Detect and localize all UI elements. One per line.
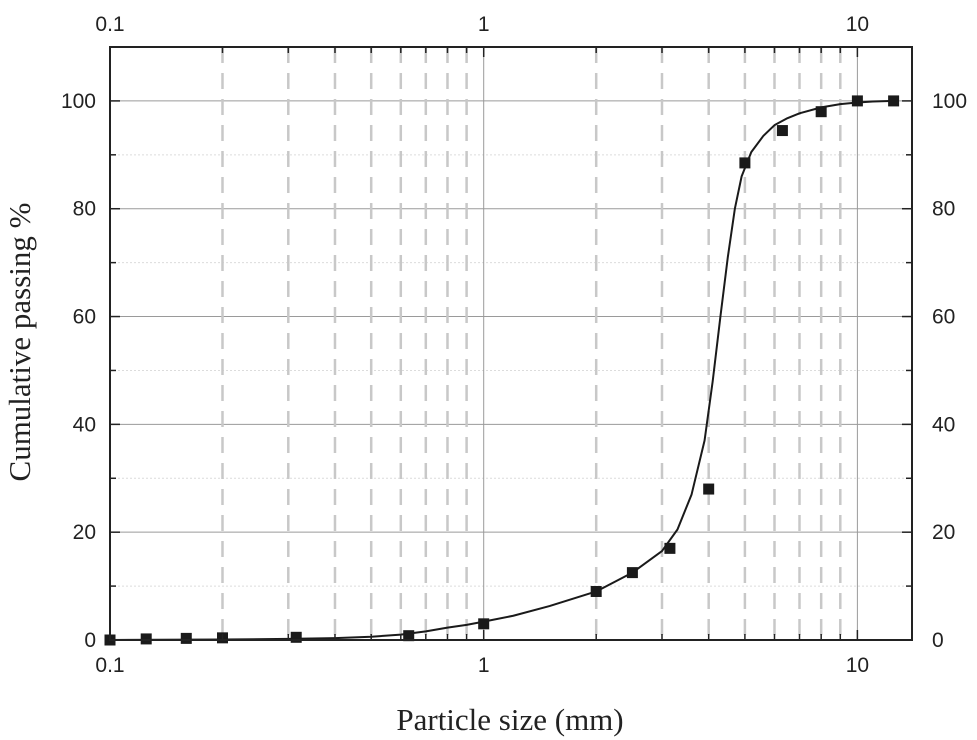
data-point-marker — [478, 618, 490, 630]
data-point-marker — [851, 95, 863, 107]
x-tick-label-top: 0.1 — [95, 13, 124, 36]
y-tick-label-right: 60 — [932, 306, 955, 329]
y-tick-label-right: 0 — [932, 629, 944, 652]
data-point-marker — [290, 631, 302, 643]
plot-frame — [109, 46, 913, 641]
y-axis-title: Cumulative passing % — [2, 203, 37, 482]
y-tick-label-right: 80 — [932, 198, 955, 221]
x-tick-label-bottom: 1 — [478, 654, 490, 677]
data-point-marker — [703, 483, 715, 495]
x-tick-label-top: 1 — [478, 13, 490, 36]
data-point-marker — [590, 585, 602, 597]
data-point-marker — [140, 633, 152, 645]
x-tick-label-top: 10 — [846, 13, 869, 36]
data-point-marker — [180, 632, 192, 644]
data-point-marker — [626, 567, 638, 579]
data-point-marker — [739, 157, 751, 169]
y-tick-label-right: 40 — [932, 413, 955, 436]
y-tick-label-left: 20 — [73, 521, 96, 544]
x-tick-label-bottom: 10 — [846, 654, 869, 677]
plot-frame-rect — [109, 46, 913, 641]
data-point-marker — [403, 630, 415, 642]
tick-labels: 0 0 20 20 40 40 60 60 80 80 100 100 0.1 0.1 1 1 10 10 — [61, 13, 967, 677]
y-tick-label-left: 40 — [73, 413, 96, 436]
data-point-marker — [815, 106, 827, 118]
y-tick-label-left: 60 — [73, 306, 96, 329]
grid-lines — [110, 46, 912, 640]
data-point-marker — [776, 125, 788, 137]
y-tick-label-right: 20 — [932, 521, 955, 544]
axis-ticks — [109, 46, 912, 641]
data-point-marker — [888, 95, 900, 107]
y-tick-label-right: 100 — [932, 90, 967, 113]
x-axis-title: Particle size (mm) — [396, 702, 623, 737]
y-tick-label-left: 80 — [73, 198, 96, 221]
y-tick-label-left: 100 — [61, 90, 96, 113]
x-tick-label-bottom: 0.1 — [95, 654, 124, 677]
y-tick-label-left: 0 — [84, 629, 96, 652]
data-point-marker — [664, 542, 676, 554]
